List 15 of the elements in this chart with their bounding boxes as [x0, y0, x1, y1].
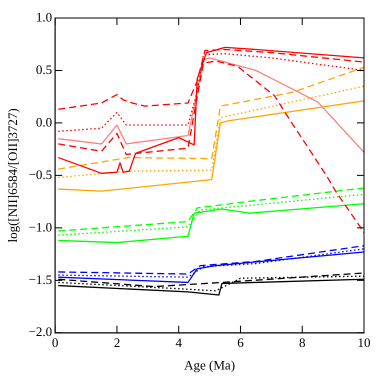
y-axis-title: log([NII]6584/[OII]3727)	[5, 108, 20, 243]
y-tick-label: −1.5	[28, 272, 52, 287]
x-tick-label: 2	[114, 335, 120, 350]
x-tick-label: 0	[52, 335, 58, 350]
x-tick-label: 10	[358, 335, 370, 350]
x-tick-label: 8	[298, 335, 306, 350]
y-tick-label: −2.0	[28, 324, 52, 340]
y-tick-label: −1.0	[28, 219, 52, 234]
y-tick-label: 0.0	[36, 114, 52, 130]
y-tick-label: 1.0	[36, 9, 52, 24]
x-tick-label: 6	[237, 335, 244, 350]
x-axis-title: Age (Ma)	[184, 358, 236, 373]
y-tick-label: −0.5	[28, 166, 52, 182]
x-tick-label: 4	[175, 335, 182, 350]
y-tick-label: 0.5	[36, 62, 52, 77]
